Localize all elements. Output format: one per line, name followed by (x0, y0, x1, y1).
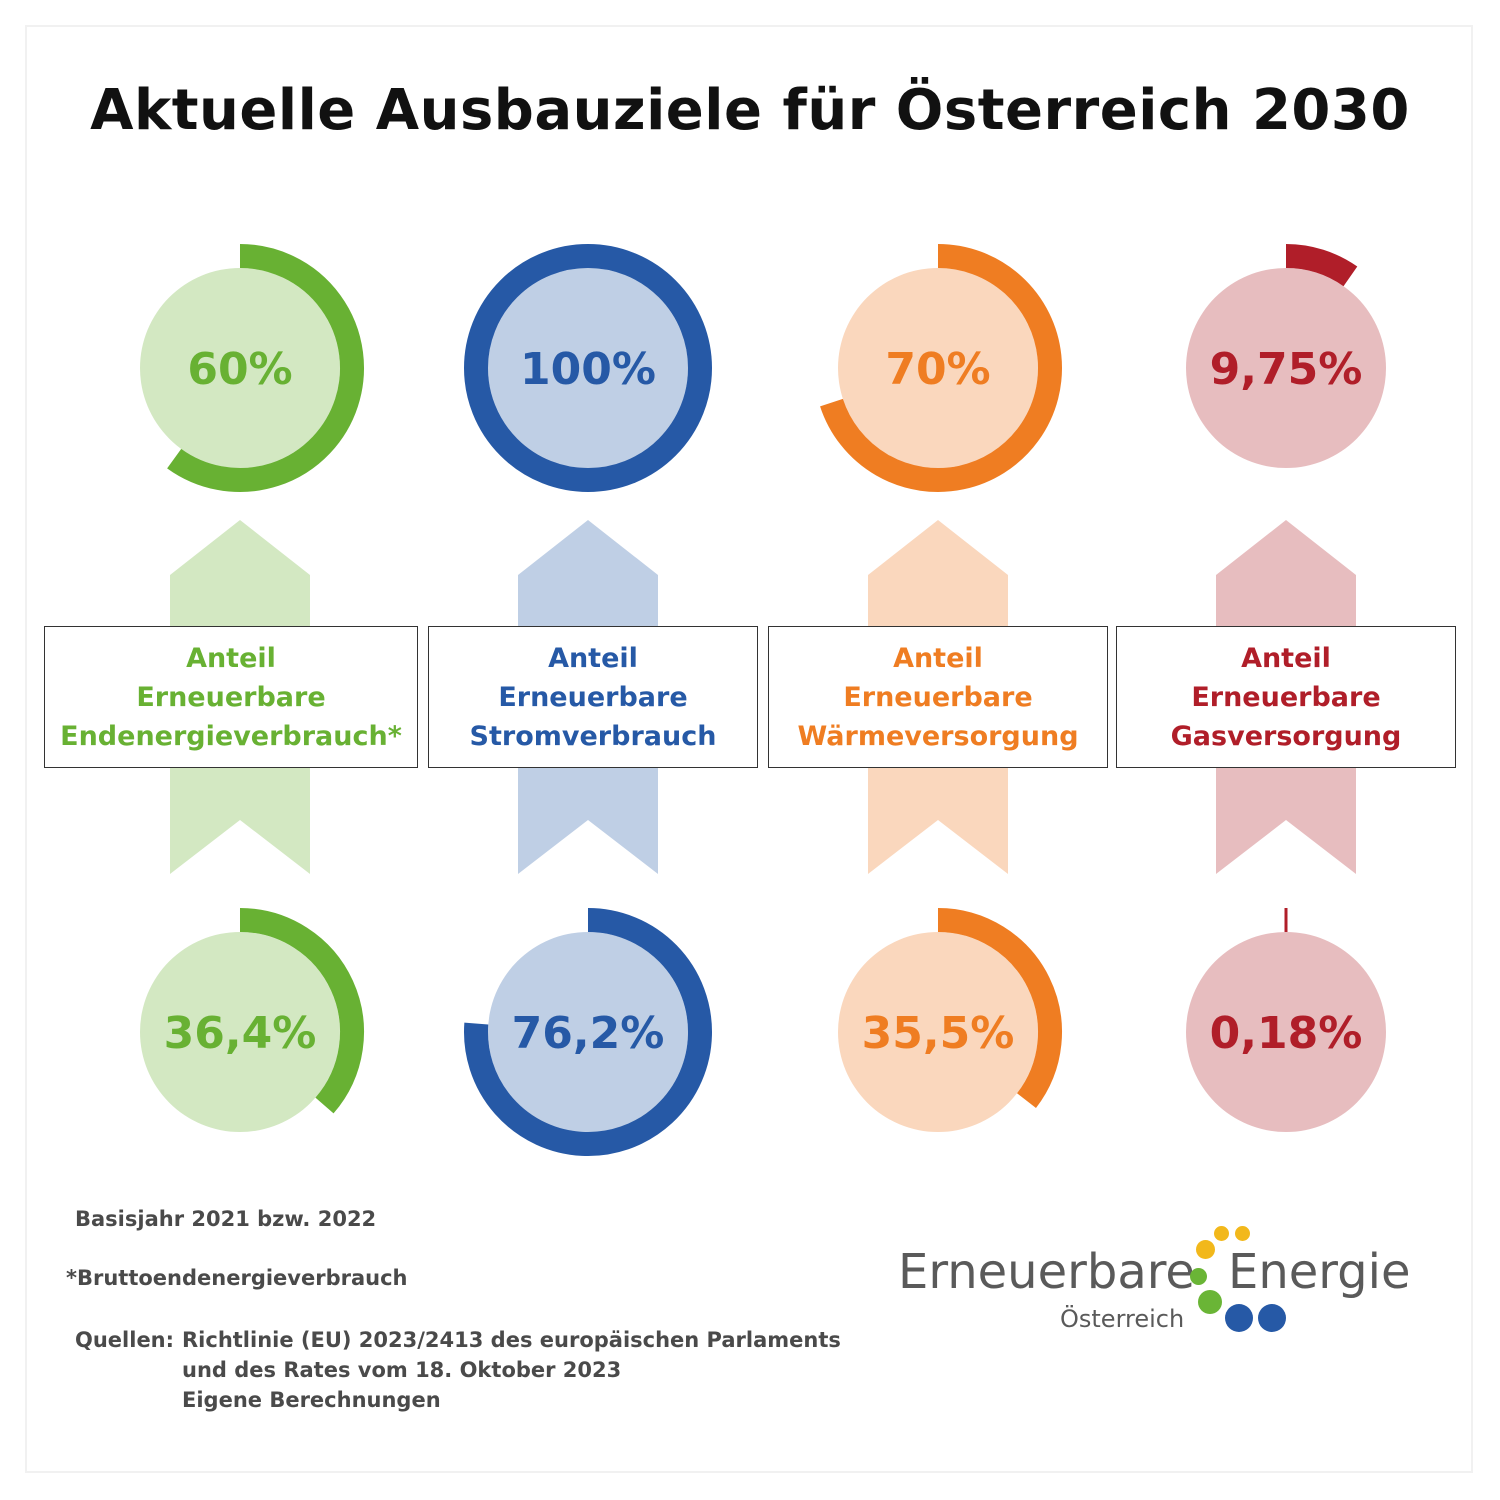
category-label-line: Anteil (1241, 642, 1331, 674)
category-label-line: Anteil (893, 642, 983, 674)
current-disc (1186, 932, 1386, 1132)
target-disc (488, 268, 688, 468)
frame (25, 25, 1473, 1473)
target-value-label: 70% (885, 344, 990, 395)
category-label-line: Anteil (548, 642, 638, 674)
logo-dot (1196, 1240, 1215, 1259)
sources-label: Quellen: (75, 1328, 175, 1352)
category-label-box: Anteil Erneuerbare Endenergieverbrauch* (44, 626, 418, 768)
target-disc (140, 268, 340, 468)
target-progress-ring (167, 244, 364, 492)
sources-line: Richtlinie (EU) 2023/2413 des europäisch… (182, 1328, 841, 1352)
target-progress-ring (464, 244, 712, 492)
category-label-line: Erneuerbare (1191, 681, 1381, 713)
current-disc (140, 932, 340, 1132)
current-disc (488, 932, 688, 1132)
sources-line: und des Rates vom 18. Oktober 2023 (182, 1358, 622, 1382)
target-disc (1186, 268, 1386, 468)
target-value-label: 60% (187, 344, 292, 395)
category-label-box: Anteil Erneuerbare Wärmeversorgung (768, 626, 1108, 768)
category-label-line: Erneuerbare (843, 681, 1033, 713)
target-value-label: 100% (520, 344, 656, 395)
asterisk-note: *Bruttoendenergieverbrauch (66, 1266, 408, 1290)
current-value-label: 0,18% (1210, 1008, 1363, 1059)
logo-word-oesterreich: Österreich (1060, 1305, 1185, 1333)
current-progress-ring (239, 908, 364, 1114)
logo-dot (1190, 1268, 1207, 1285)
current-value-label: 36,4% (164, 1008, 317, 1059)
current-progress-ring (937, 908, 1062, 1108)
logo-dot (1258, 1304, 1286, 1332)
category-label-line: Erneuerbare (498, 681, 688, 713)
current-progress-ring (1284, 908, 1288, 932)
target-disc (838, 268, 1038, 468)
base-year-note: Basisjahr 2021 bzw. 2022 (75, 1207, 377, 1231)
current-disc (838, 932, 1038, 1132)
logo-dot (1214, 1226, 1229, 1241)
current-progress-ring (464, 908, 712, 1156)
category-label-line: Wärmeversorgung (797, 720, 1079, 752)
target-value-label: 9,75% (1210, 344, 1363, 395)
current-value-label: 35,5% (862, 1008, 1015, 1059)
logo-dot (1235, 1226, 1250, 1241)
category-label-line: Gasversorgung (1170, 720, 1402, 752)
category-label-line: Erneuerbare (136, 681, 326, 713)
category-label-line: Stromverbrauch (469, 720, 717, 752)
category-label-line: Endenergieverbrauch* (60, 720, 402, 752)
logo-dot (1225, 1304, 1253, 1332)
logo-word-erneuerbare: Erneuerbare (898, 1244, 1195, 1300)
category-label-line: Anteil (186, 642, 276, 674)
current-value-label: 76,2% (512, 1008, 665, 1059)
logo-word-energie: Energie (1228, 1244, 1411, 1300)
logo-dot (1198, 1290, 1222, 1314)
category-label-box: Anteil Erneuerbare Gasversorgung (1116, 626, 1456, 768)
target-progress-ring (820, 244, 1062, 492)
sources-line: Eigene Berechnungen (182, 1388, 441, 1412)
category-label-box: Anteil Erneuerbare Stromverbrauch (428, 626, 758, 768)
page-title: Aktuelle Ausbauziele für Österreich 2030 (90, 78, 1410, 143)
target-progress-ring (1285, 244, 1358, 287)
logo: Erneuerbare Energie Österreich (890, 1220, 1420, 1340)
